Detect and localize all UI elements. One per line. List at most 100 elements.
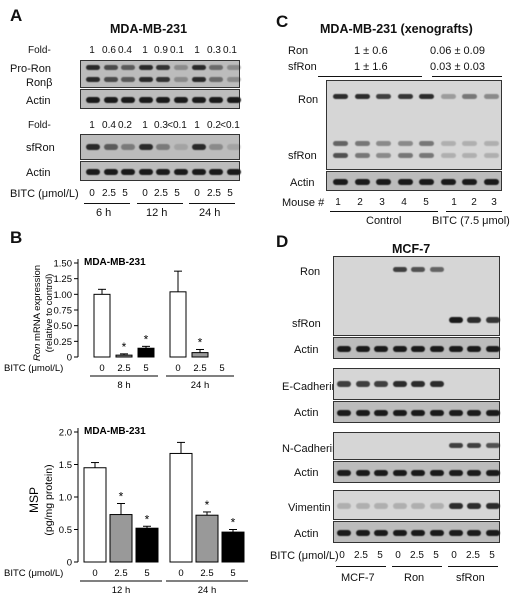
actin-a1-band: [103, 97, 118, 103]
time-label: 24 h: [191, 380, 210, 391]
mouse-number-2: 3: [379, 197, 385, 208]
blot-label-e-cadherin: E-Cadherin: [282, 381, 338, 393]
bitc-label: BITC (μmol/L): [4, 363, 63, 374]
actin-d2-band: [337, 410, 351, 416]
y-axis-label-2: (pg/mg protein): [43, 464, 55, 535]
sfron-a-band: [226, 144, 241, 150]
dose-label: 5: [219, 363, 224, 374]
actin-a1-band: [156, 97, 171, 103]
y-tick-label: 0.75: [54, 306, 73, 317]
ron-mrna-chart: 0 0.25 0.50 0.75 1.00 1.25 1.50 MDA-MB-231 0 * 2.5…: [4, 257, 234, 391]
fold-value-2-8: <0.1: [220, 120, 240, 131]
dose-d-1: 2.5: [354, 550, 368, 561]
bitc-ron-val: 0.06 ± 0.09: [430, 45, 485, 57]
significance-star: *: [144, 332, 149, 346]
dose-a-3: 0: [142, 188, 148, 199]
fold-value-1-0: 1: [89, 45, 95, 56]
significance-star: *: [122, 340, 127, 354]
bar-8h-2.5: [115, 354, 133, 358]
sfron-c2-band: [397, 153, 413, 158]
blot-label-d-ron: Ron: [300, 266, 321, 278]
actin-a1-band: [174, 97, 188, 103]
sfron-c-band: [462, 141, 477, 146]
actin-d2-band: [430, 410, 444, 416]
significance-star: *: [198, 335, 203, 349]
actin-d2-band: [448, 410, 463, 416]
dose-d-8: 5: [489, 550, 495, 561]
ecad-d-band: [374, 381, 389, 387]
actin-c-band: [397, 179, 413, 185]
dose-label: 2.5: [117, 363, 130, 374]
vim-d-band: [430, 503, 444, 509]
significance-star: *: [205, 498, 210, 512]
ron-beta-band: [226, 77, 241, 82]
actin-a2-band: [156, 169, 171, 175]
fold-value-1-3: 1: [142, 45, 148, 56]
actin-a2-band: [103, 169, 118, 175]
y-tick-label: 1.25: [54, 274, 73, 285]
dose-label: 5: [230, 568, 235, 579]
vim-d-band: [467, 503, 482, 509]
dose-d-2: 5: [377, 550, 383, 561]
panel-a-title: MDA-MB-231: [110, 22, 188, 36]
y-tick-label: 0: [67, 353, 72, 364]
row-label-ron: Ron: [288, 45, 309, 57]
time-6h: 6 h: [96, 207, 112, 219]
pro-ron-band: [174, 65, 188, 70]
sfron-a-band: [191, 144, 206, 150]
panel-d-letter: D: [276, 232, 289, 251]
ron-c-band: [419, 94, 434, 99]
ecad-d-band: [392, 381, 407, 387]
actin-c-band: [333, 179, 348, 185]
ecad-d-band: [355, 381, 370, 387]
blot-label-vimentin: Vimentin: [288, 502, 331, 514]
ron-beta-band: [103, 77, 118, 82]
actin-d2-band: [374, 410, 389, 416]
dose-label: 2.5: [114, 568, 127, 579]
blot-a-ron: [80, 60, 241, 88]
actin-d1-band: [467, 346, 482, 352]
blot-c-actin: [326, 171, 502, 191]
actin-c-band: [440, 179, 456, 185]
actin-d2-band: [392, 410, 407, 416]
blot-label-pro-ron: Pro-Ron: [10, 63, 51, 75]
ron-beta-band: [86, 77, 100, 82]
dose-label: 2.5: [193, 363, 206, 374]
fold-value-2-0: 1: [89, 120, 95, 131]
vim-d-band: [448, 503, 463, 509]
sfron-a-band: [209, 144, 224, 150]
bitc-label-a: BITC (μmol/L): [10, 188, 79, 200]
actin-a1-band: [86, 97, 100, 103]
blot-d-actin-3: [333, 461, 500, 483]
pro-ron-band: [121, 65, 136, 70]
actin-d3-band: [467, 470, 482, 476]
blot-label-ron-beta: Ronβ: [26, 77, 53, 89]
actin-d3-band: [448, 470, 463, 476]
fold-value-1-8: 0.1: [223, 45, 237, 56]
actin-a2-band: [121, 169, 136, 175]
dose-label: 2.5: [200, 568, 213, 579]
ron-beta-band: [138, 77, 153, 82]
actin-d2-band: [411, 410, 426, 416]
actin-d4-band: [337, 530, 351, 536]
msp-chart: 0 0.5 1.0 1.5 2.0 MDA-MB-231 0 * 2.5 * 5 12 h 0 * 2.5 *…: [4, 426, 248, 596]
blot-d-actin-4: [333, 521, 500, 543]
actin-d3-band: [430, 470, 444, 476]
panel-c-letter: C: [276, 12, 289, 31]
control-sfron-val: 1 ± 1.6: [354, 61, 388, 73]
blot-label-sfron: sfRon: [26, 142, 55, 154]
panel-c-title: MDA-MB-231 (xenografts): [320, 22, 473, 36]
blot-label-n-cadherin: N-Cadherin: [282, 443, 339, 455]
blot-label-c-actin: Actin: [290, 177, 315, 189]
y-tick-label: 0.50: [54, 321, 73, 332]
sfron-a-band: [86, 144, 100, 150]
mouse-number-7: 3: [491, 197, 497, 208]
group-control: Control: [366, 215, 402, 227]
blot-a-sfron: [80, 134, 241, 160]
control-ron-val: 1 ± 0.6: [354, 45, 388, 57]
sfron-c2-band: [354, 153, 370, 158]
sfron-a-band: [138, 144, 153, 150]
actin-d1-band: [485, 346, 500, 352]
significance-star: *: [119, 490, 124, 504]
dose-d-0: 0: [339, 550, 345, 561]
